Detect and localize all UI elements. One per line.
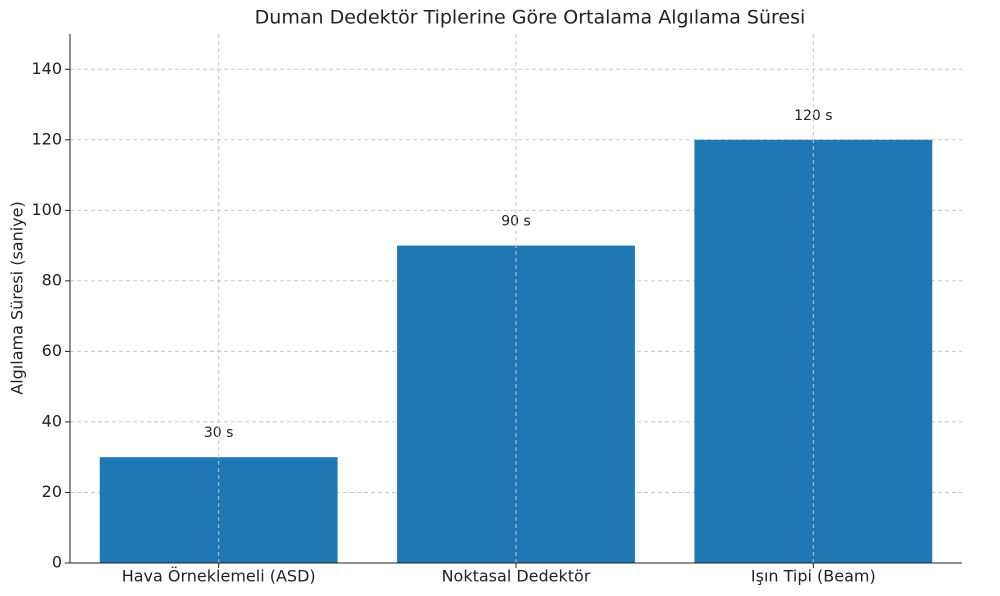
x-tick-label: Işın Tipi (Beam) xyxy=(751,567,876,586)
y-tick-label: 0 xyxy=(52,553,62,572)
y-tick-label: 100 xyxy=(31,200,62,219)
y-tick-label: 20 xyxy=(42,482,62,501)
y-tick-label: 140 xyxy=(31,59,62,78)
chart-title: Duman Dedektör Tiplerine Göre Ortalama A… xyxy=(255,7,806,29)
y-tick-label: 40 xyxy=(42,411,62,430)
x-tick-label: Noktasal Dedektör xyxy=(442,567,591,586)
value-label: 120 s xyxy=(794,108,832,124)
x-tick-label: Hava Örneklemeli (ASD) xyxy=(122,567,316,586)
y-axis-label: Algılama Süresi (saniye) xyxy=(8,201,27,394)
y-tick-label: 80 xyxy=(42,270,62,289)
value-label: 90 s xyxy=(501,214,531,230)
y-tick-label: 60 xyxy=(42,341,62,360)
y-tick-label: 120 xyxy=(31,129,62,148)
